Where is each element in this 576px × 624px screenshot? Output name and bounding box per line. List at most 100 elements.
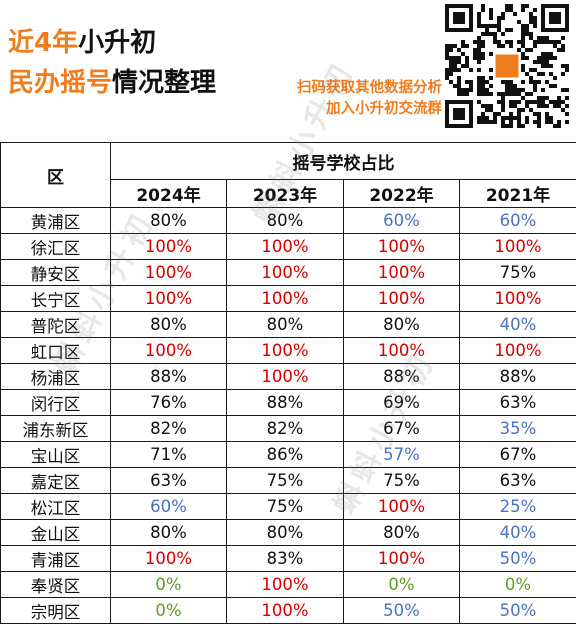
ratio-cell: 100% xyxy=(344,338,460,364)
district-cell: 松江区 xyxy=(1,494,111,520)
page-title-line-2: 民办摇号情况整理 xyxy=(8,66,216,100)
ratio-cell: 100% xyxy=(111,546,227,572)
ratio-cell: 100% xyxy=(227,260,344,286)
district-cell: 长宁区 xyxy=(1,286,111,312)
ratio-cell: 80% xyxy=(111,208,227,234)
ratio-cell: 80% xyxy=(344,312,460,338)
ratio-cell: 63% xyxy=(111,468,227,494)
ratio-cell: 88% xyxy=(227,390,344,416)
district-cell: 闵行区 xyxy=(1,390,111,416)
ratio-cell: 100% xyxy=(344,546,460,572)
ratio-cell: 50% xyxy=(460,598,576,624)
ratio-cell: 100% xyxy=(227,234,344,260)
ratio-cell: 100% xyxy=(344,260,460,286)
ratio-cell: 80% xyxy=(227,208,344,234)
ratio-cell: 63% xyxy=(460,390,576,416)
year-header: 2022年 xyxy=(344,180,460,208)
ratio-cell: 57% xyxy=(344,442,460,468)
district-cell: 黄浦区 xyxy=(1,208,111,234)
promo-text-1: 扫码获取其他数据分析 xyxy=(297,78,442,98)
ratio-cell: 100% xyxy=(111,286,227,312)
qr-code-icon[interactable] xyxy=(445,4,569,128)
ratio-cell: 100% xyxy=(344,494,460,520)
ratio-cell: 75% xyxy=(227,494,344,520)
district-cell: 宝山区 xyxy=(1,442,111,468)
ratio-group-header: 摇号学校占比 xyxy=(111,143,576,180)
title-text: 小升初 xyxy=(78,28,156,58)
ratio-cell: 0% xyxy=(111,572,227,598)
ratio-cell: 100% xyxy=(111,260,227,286)
district-cell: 宗明区 xyxy=(1,598,111,624)
ratio-cell: 60% xyxy=(344,208,460,234)
district-cell: 嘉定区 xyxy=(1,468,111,494)
ratio-cell: 100% xyxy=(460,338,576,364)
year-header: 2023年 xyxy=(227,180,344,208)
header: 近4年小升初 民办摇号情况整理 扫码获取其他数据分析 加入小升初交流群 xyxy=(0,0,576,142)
qr-code-graphic xyxy=(445,4,569,128)
ratio-cell: 88% xyxy=(111,364,227,390)
ratio-cell: 82% xyxy=(111,416,227,442)
ratio-cell: 80% xyxy=(344,520,460,546)
ratio-cell: 50% xyxy=(344,598,460,624)
ratio-cell: 82% xyxy=(227,416,344,442)
ratio-cell: 60% xyxy=(111,494,227,520)
ratio-cell: 0% xyxy=(344,572,460,598)
ratio-cell: 40% xyxy=(460,312,576,338)
title-highlight: 民办摇号 xyxy=(8,68,112,98)
district-cell: 静安区 xyxy=(1,260,111,286)
district-header: 区 xyxy=(1,143,111,208)
ratio-cell: 71% xyxy=(111,442,227,468)
title-highlight: 近4年 xyxy=(8,28,78,58)
district-cell: 青浦区 xyxy=(1,546,111,572)
ratio-cell: 88% xyxy=(344,364,460,390)
ratio-cell: 100% xyxy=(460,234,576,260)
ratio-cell: 100% xyxy=(227,364,344,390)
ratio-cell: 0% xyxy=(460,572,576,598)
ratio-cell: 100% xyxy=(344,286,460,312)
ratio-cell: 100% xyxy=(227,598,344,624)
district-cell: 杨浦区 xyxy=(1,364,111,390)
district-cell: 虹口区 xyxy=(1,338,111,364)
district-cell: 普陀区 xyxy=(1,312,111,338)
ratio-cell: 40% xyxy=(460,520,576,546)
ratio-cell: 50% xyxy=(460,546,576,572)
ratio-cell: 25% xyxy=(460,494,576,520)
district-cell: 金山区 xyxy=(1,520,111,546)
ratio-cell: 100% xyxy=(227,338,344,364)
ratio-cell: 69% xyxy=(344,390,460,416)
year-header: 2024年 xyxy=(111,180,227,208)
ratio-cell: 35% xyxy=(460,416,576,442)
ratio-cell: 67% xyxy=(460,442,576,468)
ratio-cell: 80% xyxy=(227,312,344,338)
ratio-cell: 80% xyxy=(111,520,227,546)
ratio-cell: 100% xyxy=(227,286,344,312)
title-text: 情况整理 xyxy=(112,68,216,98)
promo-text-2: 加入小升初交流群 xyxy=(326,99,442,119)
district-cell: 徐汇区 xyxy=(1,234,111,260)
ratio-cell: 83% xyxy=(227,546,344,572)
ratio-cell: 88% xyxy=(460,364,576,390)
ratio-cell: 75% xyxy=(344,468,460,494)
ratio-cell: 0% xyxy=(111,598,227,624)
ratio-cell: 76% xyxy=(111,390,227,416)
ratio-cell: 63% xyxy=(460,468,576,494)
ratio-cell: 100% xyxy=(111,234,227,260)
ratio-cell: 100% xyxy=(344,234,460,260)
ratio-cell: 100% xyxy=(227,572,344,598)
ratio-cell: 100% xyxy=(111,338,227,364)
ratio-cell: 75% xyxy=(227,468,344,494)
